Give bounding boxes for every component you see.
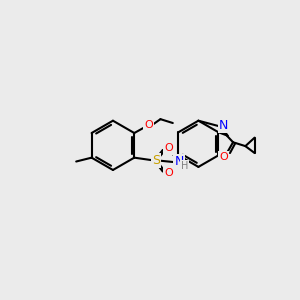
Text: N: N	[174, 155, 184, 168]
Text: O: O	[145, 120, 153, 130]
Text: N: N	[219, 119, 229, 132]
Text: H: H	[181, 161, 188, 171]
Text: O: O	[219, 152, 228, 162]
Text: O: O	[165, 143, 173, 153]
Text: O: O	[165, 168, 173, 178]
Text: S: S	[152, 154, 160, 167]
